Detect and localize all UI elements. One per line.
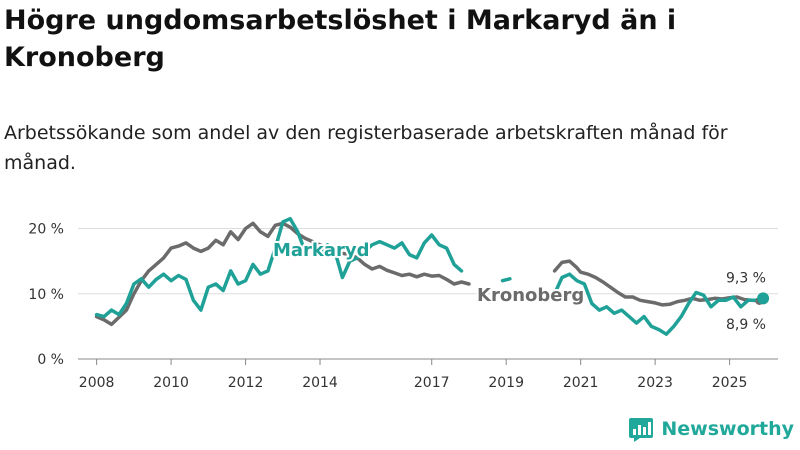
x-tick-label: 2017 — [414, 375, 450, 391]
y-tick-label: 20 % — [28, 222, 64, 238]
x-tick-label: 2012 — [228, 375, 264, 391]
x-tick-label: 2019 — [488, 375, 524, 391]
end-value-kronoberg: 8,9 % — [726, 317, 766, 333]
bar-chart-logo-icon — [629, 418, 654, 442]
newsworthy-logo[interactable]: Newsworthy — [628, 416, 794, 442]
brand-name: Newsworthy — [661, 418, 794, 440]
y-tick-label: 10 % — [28, 287, 64, 303]
x-tick-label: 2021 — [563, 375, 599, 391]
chart-subtitle: Arbetssökande som andel av den registerb… — [4, 122, 728, 174]
series-line-kronoberg[interactable] — [94, 221, 471, 327]
x-tick-label: 2010 — [153, 375, 189, 391]
series-line-markaryd[interactable] — [552, 272, 765, 336]
series-line-markaryd[interactable] — [500, 277, 512, 283]
series-line-markaryd[interactable] — [94, 216, 464, 319]
y-tick-label: 0 % — [37, 352, 64, 368]
series-label-kronoberg: Kronoberg — [477, 285, 584, 306]
chart-title: Högre ungdomsarbetslöshet i Markaryd än … — [4, 5, 677, 73]
series-label-markaryd: Markaryd — [273, 240, 370, 261]
end-value-markaryd: 9,3 % — [726, 270, 766, 286]
x-tick-label: 2025 — [712, 375, 748, 391]
x-tick-label: 2023 — [637, 375, 673, 391]
x-tick-label: 2014 — [302, 375, 338, 391]
end-point-markaryd[interactable] — [757, 292, 770, 305]
x-tick-label: 2008 — [79, 375, 115, 391]
